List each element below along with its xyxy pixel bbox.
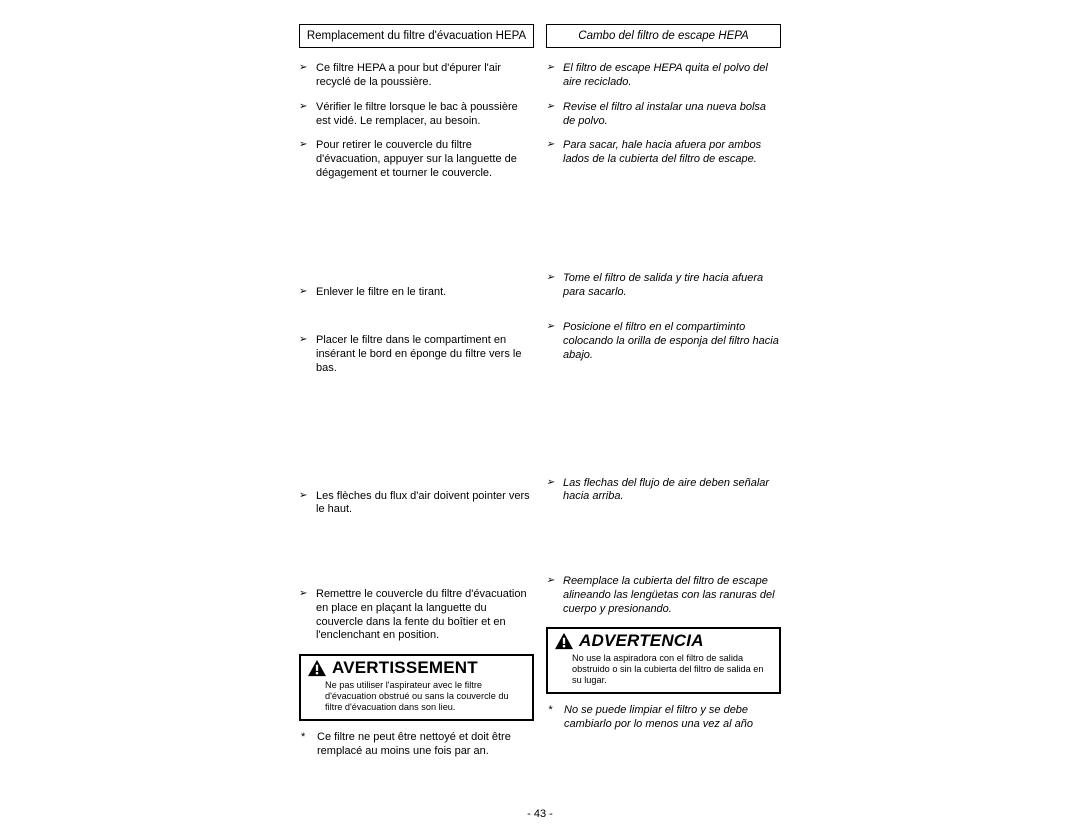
warning-header-fr: AVERTISSEMENT: [301, 656, 532, 679]
instruction-item: Las flechas del flujo de aire deben seña…: [546, 477, 781, 505]
warning-box-es: ADVERTENCIA No use la aspiradora con el …: [546, 627, 781, 694]
section-title-es: Cambo del filtro de escape HEPA: [546, 24, 781, 48]
instruction-item: Tome el filtro de salida y tire hacia af…: [546, 272, 781, 300]
manual-page: Remplacement du filtre d'évacuation HEPA…: [0, 0, 1080, 759]
footnote-es: * No se puede limpiar el filtro y se deb…: [546, 704, 781, 732]
warning-header-es: ADVERTENCIA: [548, 629, 779, 652]
footnote-text-fr: Ce filtre ne peut être nettoyé et doit ê…: [317, 731, 534, 759]
instruction-item: Les flèches du flux d'air doivent pointe…: [299, 490, 534, 518]
warning-title-es: ADVERTENCIA: [579, 631, 704, 651]
warning-title-fr: AVERTISSEMENT: [332, 658, 478, 678]
warning-triangle-icon: [307, 659, 327, 677]
instruction-item: Ce filtre HEPA a pour but d'épurer l'air…: [299, 62, 534, 90]
column-spanish: Cambo del filtro de escape HEPA El filtr…: [546, 24, 781, 759]
instruction-item: Enlever le filtre en le tirant.: [299, 286, 534, 300]
column-french: Remplacement du filtre d'évacuation HEPA…: [299, 24, 534, 759]
instruction-item: Vérifier le filtre lorsque le bac à pous…: [299, 101, 534, 129]
instruction-item: Revise el filtro al instalar una nueva b…: [546, 101, 781, 129]
instruction-list-fr: Ce filtre HEPA a pour but d'épurer l'air…: [299, 62, 534, 643]
instruction-item: Placer le filtre dans le compartiment en…: [299, 334, 534, 375]
footnote-text-es: No se puede limpiar el filtro y se debe …: [564, 704, 781, 732]
footnote-fr: * Ce filtre ne peut être nettoyé et doit…: [299, 731, 534, 759]
instruction-item: Remettre le couvercle du filtre d'évacua…: [299, 588, 534, 643]
instruction-item: Para sacar, hale hacia afuera por ambos …: [546, 139, 781, 167]
instruction-list-es: El filtro de escape HEPA quita el polvo …: [546, 62, 781, 616]
page-number: - 43 -: [0, 808, 1080, 820]
instruction-item: Posicione el filtro en el compartiminto …: [546, 321, 781, 362]
warning-triangle-icon: [554, 632, 574, 650]
instruction-item: Pour retirer le couvercle du filtre d'év…: [299, 139, 534, 180]
instruction-item: Reemplace la cubierta del filtro de esca…: [546, 575, 781, 616]
asterisk-icon: *: [301, 731, 317, 759]
asterisk-icon: *: [548, 704, 564, 732]
instruction-item: El filtro de escape HEPA quita el polvo …: [546, 62, 781, 90]
section-title-fr: Remplacement du filtre d'évacuation HEPA: [299, 24, 534, 48]
warning-body-es: No use la aspiradora con el filtro de sa…: [548, 652, 779, 692]
warning-body-fr: Ne pas utiliser l'aspirateur avec le fil…: [301, 679, 532, 719]
warning-box-fr: AVERTISSEMENT Ne pas utiliser l'aspirate…: [299, 654, 534, 721]
